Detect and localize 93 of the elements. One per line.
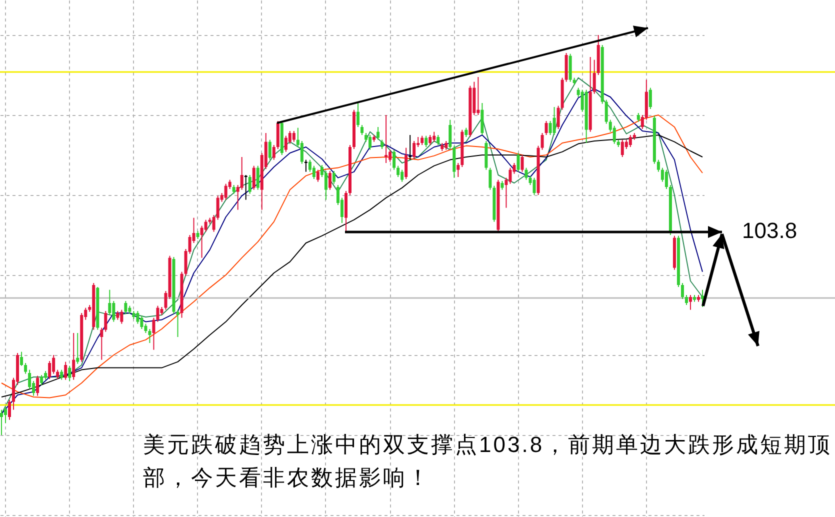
candlestick xyxy=(316,169,320,182)
candlestick xyxy=(540,132,544,150)
candlestick xyxy=(284,135,288,152)
candlestick xyxy=(420,135,424,146)
candlestick xyxy=(156,305,160,322)
candlestick xyxy=(124,300,128,314)
annotation: 美元跌破趋势上涨中的双支撑点103.8，前期单边大跌形成短期顶部，今天看非农数据影响！ xyxy=(143,431,833,492)
candlestick xyxy=(568,53,572,82)
candlestick xyxy=(60,369,64,380)
candlestick xyxy=(688,294,692,310)
candlestick xyxy=(76,332,80,364)
candlestick xyxy=(488,167,492,190)
candlestick xyxy=(612,125,616,144)
candlestick xyxy=(384,114,388,164)
candlestick xyxy=(684,294,688,306)
candlestick xyxy=(368,134,372,150)
candlestick xyxy=(256,165,260,190)
candlestick xyxy=(324,170,328,200)
candlestick xyxy=(428,134,432,146)
candlestick xyxy=(476,76,480,116)
candlestick xyxy=(464,127,468,138)
candlestick xyxy=(448,119,452,150)
candlestick xyxy=(300,140,304,164)
candlestick xyxy=(276,120,280,150)
candlestick xyxy=(28,369,32,390)
text: 103.8 xyxy=(742,218,798,244)
candlestick xyxy=(140,315,144,330)
candlestick xyxy=(432,131,436,142)
candlestick xyxy=(360,124,364,136)
candlestick xyxy=(8,399,12,420)
candlestick xyxy=(620,139,624,158)
candlestick xyxy=(424,135,428,148)
candlestick xyxy=(312,165,316,180)
candlestick xyxy=(556,105,560,130)
candlestick xyxy=(664,169,668,190)
candlestick xyxy=(356,101,360,128)
candlestick xyxy=(544,120,548,136)
candlestick xyxy=(328,170,332,190)
candlestick xyxy=(272,144,276,160)
candlestick xyxy=(224,183,228,200)
candlestick xyxy=(48,360,52,380)
candlestick xyxy=(412,140,416,160)
candlestick xyxy=(200,225,204,258)
candlestick xyxy=(388,149,392,162)
candlestick xyxy=(64,361,68,380)
candlestick xyxy=(480,102,484,136)
candlestick xyxy=(36,375,40,396)
candlestick xyxy=(152,317,156,350)
candlestick xyxy=(508,167,512,184)
candlestick xyxy=(332,170,336,184)
candlestick xyxy=(680,282,684,300)
candlestick xyxy=(204,219,208,232)
candlestick xyxy=(604,99,608,124)
candlestick xyxy=(548,120,552,136)
candlestick xyxy=(392,149,396,170)
candlestick xyxy=(452,145,456,178)
candlestick xyxy=(4,406,8,424)
candlestick xyxy=(520,154,524,172)
candlestick xyxy=(24,362,28,374)
candlestick xyxy=(456,162,460,178)
candlestick xyxy=(524,167,528,180)
candlestick xyxy=(628,134,632,148)
candlestick xyxy=(648,87,652,110)
candlestick xyxy=(436,134,440,146)
candlestick xyxy=(68,365,72,382)
candlestick xyxy=(552,106,556,136)
candlestick xyxy=(176,309,180,338)
candlestick xyxy=(72,332,76,380)
candlestick xyxy=(268,139,272,160)
candlestick xyxy=(396,165,400,178)
candlestick xyxy=(380,139,384,150)
candlestick xyxy=(0,409,4,436)
candlestick xyxy=(120,309,124,324)
candlestick xyxy=(592,59,596,94)
candlestick xyxy=(516,152,520,172)
candlestick xyxy=(104,310,108,332)
candlestick xyxy=(656,159,660,172)
candlestick xyxy=(404,147,408,180)
candlestick xyxy=(292,130,296,142)
candlestick xyxy=(56,369,60,380)
candlestick xyxy=(400,169,404,182)
candlestick xyxy=(532,177,536,196)
candlestick xyxy=(20,351,24,366)
candlestick xyxy=(112,300,116,322)
candlestick xyxy=(148,328,152,344)
candlestick xyxy=(136,310,140,324)
candlestick xyxy=(240,156,244,190)
candlestick xyxy=(252,165,256,190)
candlestick xyxy=(52,354,56,374)
candlestick xyxy=(248,174,252,194)
candlestick xyxy=(100,327,104,360)
candlestick xyxy=(40,374,44,386)
candlestick xyxy=(376,126,380,140)
